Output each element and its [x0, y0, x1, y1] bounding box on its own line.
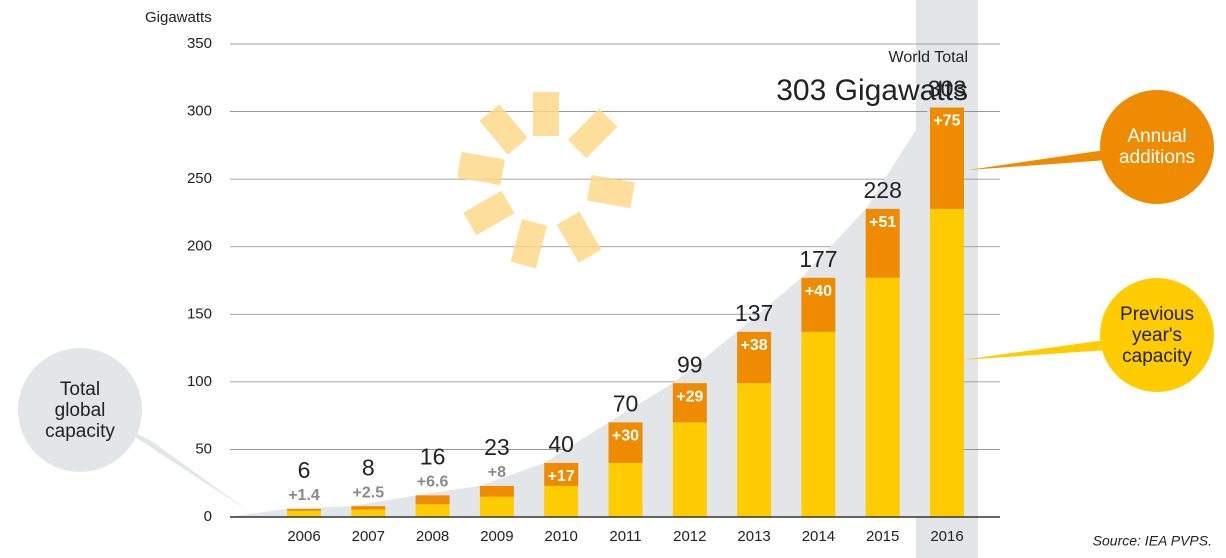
bar-segment — [479, 485, 514, 497]
bar-segment — [865, 208, 900, 278]
bar-segment — [672, 422, 707, 517]
y-tick-label: 0 — [204, 508, 212, 525]
bar-segment — [801, 277, 836, 332]
y-tick-label: 350 — [187, 35, 212, 52]
total-label: 70 — [613, 390, 639, 416]
total-label: 23 — [484, 434, 510, 460]
addition-label: +8 — [488, 464, 506, 481]
total-label: 40 — [548, 431, 574, 457]
y-tick-label: 100 — [187, 373, 212, 390]
x-tick-label: 2007 — [352, 528, 385, 545]
total-label: 6 — [298, 457, 311, 483]
y-tick-label: 300 — [187, 103, 212, 120]
x-tick-label: 2008 — [416, 528, 449, 545]
sun-decoration — [457, 92, 635, 269]
y-axis-title: Gigawatts — [145, 9, 212, 26]
world-total-label: World Total — [889, 49, 968, 66]
x-tick-label: 2009 — [480, 528, 513, 545]
addition-label: +17 — [548, 468, 575, 485]
addition-label: +40 — [805, 283, 832, 300]
bar-segment — [930, 107, 964, 209]
bar-segment — [608, 422, 643, 463]
y-tick-label: 50 — [195, 440, 212, 457]
world-total-value: 303 Gigawatts — [776, 74, 968, 107]
bar-segment — [415, 504, 450, 517]
addition-label: +6.6 — [417, 474, 449, 491]
bar-segment — [930, 208, 964, 518]
bar-segment — [608, 462, 643, 517]
total-label: 8 — [362, 454, 375, 480]
total-label: 16 — [420, 443, 446, 469]
area-label: Total global capacity — [18, 348, 142, 472]
x-tick-label: 2013 — [737, 528, 770, 545]
total-label: 99 — [677, 351, 703, 377]
bar-segment — [544, 485, 579, 517]
y-tick-label: 150 — [187, 305, 212, 322]
bar-segment — [672, 383, 707, 423]
bar-segment — [415, 495, 450, 505]
source: Source: IEA PVPS. — [1093, 533, 1212, 549]
pointer — [962, 340, 1108, 360]
bar-segment — [351, 506, 386, 510]
bar-segment — [544, 462, 579, 486]
bar-segment — [287, 510, 321, 517]
x-tick-label: 2014 — [802, 528, 835, 545]
total-label: 303 — [928, 76, 966, 102]
total-label: 137 — [735, 300, 773, 326]
x-tick-label: 2015 — [866, 528, 899, 545]
total-label: 228 — [864, 177, 902, 203]
x-tick-label: 2006 — [287, 528, 320, 545]
x-tick-label: 2011 — [609, 528, 641, 545]
addition-label: +2.5 — [353, 484, 385, 501]
bar-segment — [479, 496, 514, 517]
bar-segment — [865, 277, 900, 517]
bar-segment — [737, 331, 772, 384]
bar-segment — [287, 508, 321, 511]
addition-label: +75 — [933, 113, 960, 130]
x-tick-label: 2016 — [930, 528, 963, 545]
y-tick-label: 200 — [187, 238, 212, 255]
addition-label: +30 — [612, 428, 639, 445]
pointer — [112, 422, 250, 512]
bar-segment — [737, 383, 772, 517]
bar-segment — [801, 331, 836, 517]
total-label: 177 — [799, 246, 837, 272]
x-tick-label: 2012 — [673, 528, 706, 545]
pointer — [968, 150, 1108, 170]
x-tick-label: 2010 — [545, 528, 578, 545]
y-tick-label: 250 — [187, 170, 212, 187]
legend-previous: Previous year's capacity — [1100, 278, 1214, 392]
legend-annual: Annual additions — [1100, 90, 1214, 204]
addition-label: +1.4 — [288, 487, 320, 504]
addition-label: +29 — [676, 388, 703, 405]
addition-label: +51 — [869, 214, 896, 231]
addition-label: +38 — [741, 337, 768, 354]
bar-segment — [351, 509, 386, 517]
